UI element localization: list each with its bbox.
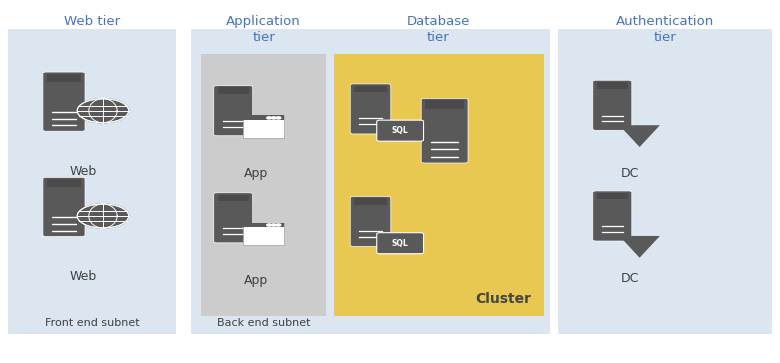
FancyBboxPatch shape — [43, 178, 85, 237]
FancyBboxPatch shape — [421, 98, 468, 163]
FancyBboxPatch shape — [350, 84, 391, 134]
Text: Web tier: Web tier — [64, 15, 120, 28]
FancyBboxPatch shape — [243, 115, 284, 138]
FancyBboxPatch shape — [243, 223, 284, 228]
Text: DC: DC — [621, 272, 640, 285]
Circle shape — [271, 117, 276, 119]
Text: Web: Web — [70, 165, 97, 178]
FancyBboxPatch shape — [377, 233, 424, 254]
FancyBboxPatch shape — [593, 80, 632, 130]
Text: App: App — [243, 167, 268, 180]
FancyBboxPatch shape — [201, 54, 326, 316]
FancyBboxPatch shape — [191, 29, 550, 334]
FancyBboxPatch shape — [47, 74, 81, 82]
FancyBboxPatch shape — [593, 191, 632, 241]
FancyBboxPatch shape — [218, 87, 249, 94]
FancyBboxPatch shape — [243, 115, 284, 121]
FancyBboxPatch shape — [425, 100, 464, 109]
Polygon shape — [619, 236, 660, 258]
Text: Back end subnet: Back end subnet — [217, 318, 310, 328]
Text: SQL: SQL — [392, 126, 409, 135]
Polygon shape — [619, 125, 660, 147]
Text: DC: DC — [621, 167, 640, 180]
Circle shape — [267, 117, 271, 119]
Text: Cluster: Cluster — [475, 293, 531, 306]
FancyBboxPatch shape — [43, 72, 85, 131]
Circle shape — [77, 204, 129, 228]
FancyBboxPatch shape — [334, 54, 544, 316]
Circle shape — [267, 224, 271, 226]
Text: Authentication
tier: Authentication tier — [615, 15, 714, 44]
Text: Database
tier: Database tier — [406, 15, 470, 44]
FancyBboxPatch shape — [214, 193, 253, 243]
Circle shape — [77, 99, 129, 123]
FancyBboxPatch shape — [558, 29, 772, 334]
Text: SQL: SQL — [392, 239, 409, 248]
Text: Web: Web — [70, 270, 97, 284]
FancyBboxPatch shape — [214, 86, 253, 136]
FancyBboxPatch shape — [354, 86, 387, 93]
Circle shape — [271, 224, 276, 226]
Text: App: App — [243, 274, 268, 287]
Circle shape — [276, 224, 281, 226]
FancyBboxPatch shape — [243, 223, 284, 245]
Text: Front end subnet: Front end subnet — [44, 318, 140, 328]
FancyBboxPatch shape — [597, 82, 628, 89]
Circle shape — [276, 117, 281, 119]
FancyBboxPatch shape — [47, 179, 81, 187]
Text: Application
tier: Application tier — [226, 15, 301, 44]
FancyBboxPatch shape — [218, 195, 249, 201]
FancyBboxPatch shape — [597, 193, 628, 200]
FancyBboxPatch shape — [8, 29, 176, 334]
FancyBboxPatch shape — [354, 198, 387, 205]
FancyBboxPatch shape — [350, 196, 391, 246]
FancyBboxPatch shape — [377, 120, 424, 141]
